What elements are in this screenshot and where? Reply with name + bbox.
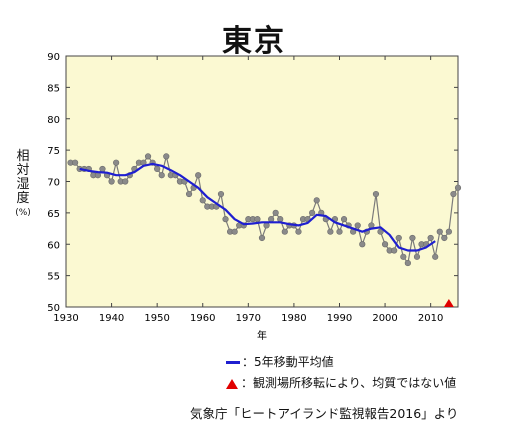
annual-humidity-point — [113, 159, 120, 166]
x-tick-label: 2010 — [418, 313, 443, 324]
y-tick-label: 90 — [47, 52, 60, 63]
relocation-marker — [443, 299, 454, 307]
annual-humidity-point — [263, 222, 270, 229]
y-tick-label: 85 — [47, 83, 60, 94]
annual-humidity-point — [154, 165, 161, 173]
annual-humidity-point — [400, 253, 407, 260]
annual-humidity-point — [231, 228, 238, 235]
y-tick-label: 50 — [47, 303, 60, 314]
annual-humidity-point — [99, 165, 106, 173]
annual-humidity-point — [144, 153, 152, 160]
source-note: 気象庁「ヒートアイランド監視報告2016」より — [190, 406, 459, 421]
annual-humidity-point — [395, 234, 402, 242]
annual-humidity-point — [222, 216, 229, 223]
annual-humidity-point — [295, 228, 302, 235]
annual-humidity-point — [258, 234, 266, 242]
annual-humidity-point — [199, 197, 206, 204]
x-tick-label: 1980 — [281, 313, 306, 324]
annual-humidity-point — [327, 228, 334, 235]
x-axis-label: 年 — [257, 329, 267, 342]
annual-humidity-point — [404, 259, 411, 267]
chart-title: 東京 — [222, 24, 286, 59]
annual-humidity-point — [354, 222, 361, 229]
annual-humidity-point — [158, 172, 165, 179]
x-tick-label: 1960 — [190, 313, 215, 324]
annual-humidity-point — [454, 184, 462, 191]
annual-humidity-point — [340, 216, 348, 223]
annual-humidity-point — [108, 178, 115, 185]
y-tick-label: 75 — [47, 146, 60, 157]
annual-humidity-point — [272, 209, 279, 216]
y-tick-label: 70 — [47, 178, 60, 189]
legend-item-moving-average: ：5年移動平均値 — [226, 353, 334, 370]
annual-humidity-point — [336, 228, 343, 235]
annual-humidity-point — [254, 216, 261, 223]
x-tick-label: 1930 — [53, 313, 78, 324]
annual-humidity-point — [450, 190, 457, 198]
annual-humidity-point — [217, 190, 225, 198]
annual-humidity-point — [268, 216, 275, 223]
legend-item-relocation: ：観測場所移転により、均質ではない値 — [226, 374, 456, 391]
legend-relocation-label: ：観測場所移転により、均質ではない値 — [241, 376, 457, 390]
annual-humidity-point — [122, 178, 129, 185]
plot-area — [65, 55, 459, 308]
x-tick-label: 2000 — [372, 313, 397, 324]
x-tick-label: 1950 — [144, 313, 169, 324]
annual-humidity-point — [372, 190, 380, 198]
annual-humidity-point — [381, 241, 389, 248]
annual-humidity-point — [441, 234, 448, 242]
y-axis-label: 相対湿度 — [16, 149, 30, 206]
annual-humidity-point — [359, 241, 366, 248]
annual-humidity-point — [391, 247, 398, 254]
annual-humidity-point — [277, 216, 284, 223]
annual-humidity-point — [413, 253, 421, 260]
x-tick-label: 1990 — [327, 313, 352, 324]
annual-humidity-point — [281, 228, 288, 235]
annual-humidity-point — [377, 228, 384, 235]
x-tick-label: 1970 — [236, 313, 261, 324]
x-tick-label: 1940 — [99, 313, 124, 324]
annual-humidity-point — [72, 159, 79, 166]
annual-humidity-point — [409, 234, 416, 242]
annual-humidity-point — [313, 197, 320, 204]
legend-moving-average-label: ：5年移動平均値 — [242, 355, 334, 369]
y-axis-unit: (%) — [15, 208, 31, 218]
annual-humidity-point — [185, 190, 193, 198]
y-tick-label: 55 — [47, 272, 60, 283]
annual-humidity-point — [309, 209, 316, 216]
legend-line-swatch — [226, 361, 240, 364]
annual-humidity-point — [436, 228, 443, 235]
y-tick-label: 65 — [47, 209, 60, 220]
red-triangle-icon — [226, 378, 238, 389]
annual-humidity-point — [445, 228, 452, 235]
annual-humidity-point — [427, 234, 434, 242]
annual-humidity-point — [195, 172, 202, 179]
annual-humidity-point — [432, 253, 439, 260]
moving-average-line — [79, 162, 436, 252]
annual-humidity-point — [163, 153, 170, 160]
y-tick-label: 60 — [47, 240, 60, 251]
y-tick-label: 80 — [47, 115, 60, 126]
